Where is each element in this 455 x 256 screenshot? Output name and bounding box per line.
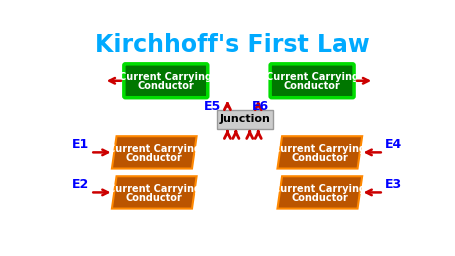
- Text: Conductor: Conductor: [284, 81, 340, 91]
- Text: Current Carrying: Current Carrying: [273, 184, 366, 194]
- Text: Current Carrying: Current Carrying: [273, 144, 366, 154]
- Text: Current Carrying: Current Carrying: [108, 144, 201, 154]
- Polygon shape: [112, 176, 197, 209]
- Text: E4: E4: [385, 138, 403, 151]
- Text: Current Carrying: Current Carrying: [119, 72, 212, 82]
- Text: E2: E2: [71, 178, 89, 191]
- FancyBboxPatch shape: [217, 110, 273, 129]
- Polygon shape: [112, 136, 197, 168]
- FancyBboxPatch shape: [124, 64, 208, 98]
- Text: Kirchhoff's First Law: Kirchhoff's First Law: [96, 33, 370, 57]
- Text: E3: E3: [385, 178, 402, 191]
- Polygon shape: [278, 176, 362, 209]
- Text: Conductor: Conductor: [126, 153, 182, 163]
- Text: E6: E6: [252, 100, 269, 113]
- Text: Conductor: Conductor: [137, 81, 194, 91]
- Text: Conductor: Conductor: [292, 153, 348, 163]
- Text: Current Carrying: Current Carrying: [266, 72, 359, 82]
- FancyBboxPatch shape: [270, 64, 354, 98]
- Text: E1: E1: [71, 138, 89, 151]
- Text: E5: E5: [204, 100, 221, 113]
- Text: Conductor: Conductor: [292, 193, 348, 203]
- Text: Junction: Junction: [220, 114, 271, 124]
- Text: Conductor: Conductor: [126, 193, 182, 203]
- Polygon shape: [278, 136, 362, 168]
- Text: Current Carrying: Current Carrying: [108, 184, 201, 194]
